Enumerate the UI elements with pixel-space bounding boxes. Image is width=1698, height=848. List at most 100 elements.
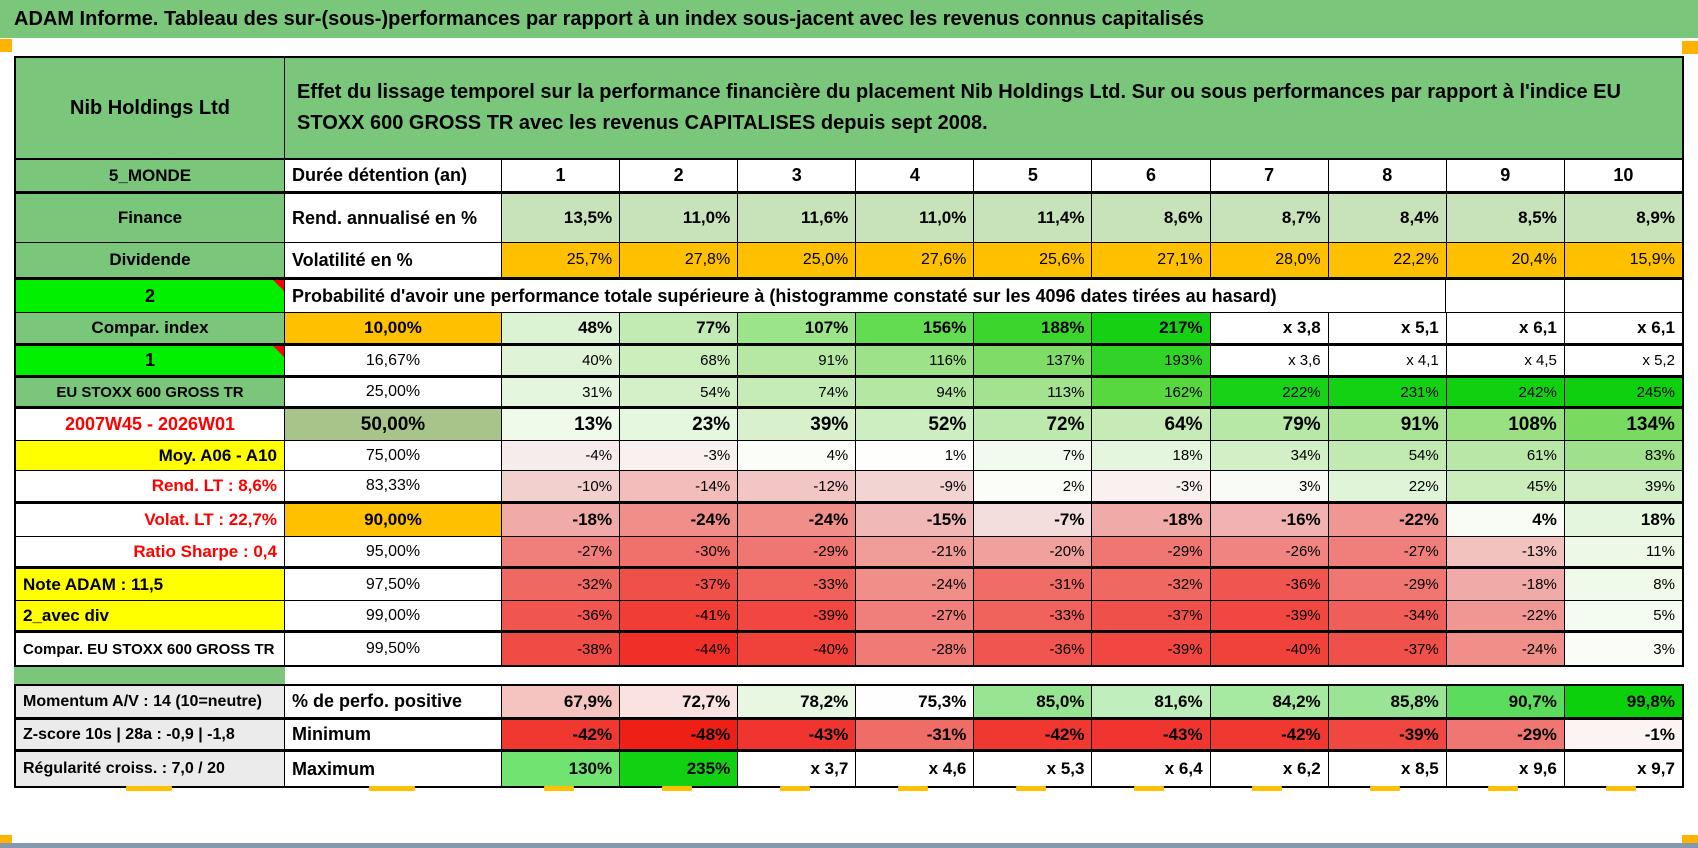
data-cell[interactable]: -22% — [1328, 504, 1447, 537]
data-cell[interactable]: -34% — [1328, 601, 1447, 633]
data-cell[interactable]: 40% — [502, 346, 621, 378]
data-cell[interactable]: 25,7% — [502, 243, 621, 280]
data-cell[interactable]: 72,7% — [620, 686, 739, 720]
data-cell[interactable]: 77% — [620, 313, 739, 346]
data-cell[interactable]: 90,7% — [1446, 686, 1565, 720]
data-cell[interactable]: -33% — [974, 601, 1093, 633]
data-cell[interactable]: -32% — [1092, 569, 1211, 601]
data-cell[interactable]: -37% — [620, 569, 739, 601]
data-cell[interactable]: 45% — [1446, 471, 1565, 504]
data-cell[interactable]: -21% — [856, 537, 975, 569]
data-cell[interactable]: 91% — [1328, 409, 1447, 441]
data-cell[interactable]: 11,4% — [974, 194, 1093, 243]
data-cell[interactable]: 39% — [738, 409, 857, 441]
metric-cell[interactable]: 99,50% — [285, 633, 502, 665]
data-cell[interactable]: 64% — [1092, 409, 1211, 441]
data-cell[interactable]: 242% — [1446, 378, 1565, 409]
data-cell[interactable]: 8,4% — [1328, 194, 1447, 243]
data-cell[interactable]: -20% — [974, 537, 1093, 569]
data-cell[interactable]: -29% — [1446, 720, 1565, 752]
data-cell[interactable]: 4% — [1446, 504, 1565, 537]
data-cell[interactable]: 156% — [856, 313, 975, 346]
metric-cell[interactable]: Maximum — [285, 752, 502, 786]
data-cell[interactable]: -3% — [620, 441, 739, 471]
metric-cell[interactable]: 90,00% — [285, 504, 502, 537]
data-cell[interactable]: -12% — [738, 471, 857, 504]
data-cell[interactable]: 99,8% — [1564, 686, 1682, 720]
data-cell[interactable]: -10% — [502, 471, 621, 504]
metric-cell[interactable]: 16,67% — [285, 346, 502, 378]
data-cell[interactable]: -29% — [1328, 569, 1447, 601]
data-cell[interactable]: 13,5% — [502, 194, 621, 243]
data-cell[interactable]: -40% — [738, 633, 857, 665]
data-cell[interactable]: -36% — [502, 601, 621, 633]
row-label-cell[interactable]: Compar. EU STOXX 600 GROSS TR — [16, 633, 285, 665]
data-cell[interactable]: -1% — [1564, 720, 1682, 752]
empty-cell[interactable] — [1564, 280, 1682, 313]
data-cell[interactable]: -14% — [620, 471, 739, 504]
data-cell[interactable]: -24% — [738, 504, 857, 537]
data-cell[interactable]: -31% — [974, 569, 1093, 601]
data-cell[interactable]: -4% — [502, 441, 621, 471]
data-cell[interactable]: 6 — [1092, 160, 1211, 194]
data-cell[interactable]: -39% — [1328, 720, 1447, 752]
data-cell[interactable]: 222% — [1210, 378, 1329, 409]
data-cell[interactable]: 11,0% — [620, 194, 739, 243]
data-cell[interactable]: 130% — [502, 752, 621, 786]
data-cell[interactable]: 54% — [620, 378, 739, 409]
metric-cell[interactable]: 83,33% — [285, 471, 502, 504]
data-cell[interactable]: x 3,7 — [738, 752, 857, 786]
row-label-cell[interactable]: 1 — [16, 346, 285, 378]
data-cell[interactable]: 8,7% — [1210, 194, 1329, 243]
data-cell[interactable]: 83% — [1564, 441, 1682, 471]
data-cell[interactable]: x 5,3 — [974, 752, 1093, 786]
data-cell[interactable]: 54% — [1328, 441, 1447, 471]
data-cell[interactable]: -22% — [1446, 601, 1565, 633]
data-cell[interactable]: x 6,4 — [1092, 752, 1211, 786]
data-cell[interactable]: 5 — [974, 160, 1093, 194]
metric-cell[interactable]: 75,00% — [285, 441, 502, 471]
data-cell[interactable]: 23% — [620, 409, 739, 441]
data-cell[interactable]: -18% — [1446, 569, 1565, 601]
data-cell[interactable]: 79% — [1210, 409, 1329, 441]
data-cell[interactable]: 84,2% — [1210, 686, 1329, 720]
data-cell[interactable]: -48% — [620, 720, 739, 752]
data-cell[interactable]: -43% — [738, 720, 857, 752]
metric-cell[interactable]: Rend. annualisé en % — [285, 194, 502, 243]
row-label-cell[interactable]: Rend. LT : 8,6% — [16, 471, 285, 504]
data-cell[interactable]: 108% — [1446, 409, 1565, 441]
data-cell[interactable]: -24% — [856, 569, 975, 601]
data-cell[interactable]: -31% — [856, 720, 975, 752]
data-cell[interactable]: 85,8% — [1328, 686, 1447, 720]
data-cell[interactable]: 18% — [1564, 504, 1682, 537]
data-cell[interactable]: x 6,1 — [1446, 313, 1565, 346]
data-cell[interactable]: 235% — [620, 752, 739, 786]
data-cell[interactable]: 11% — [1564, 537, 1682, 569]
data-cell[interactable]: 67,9% — [502, 686, 621, 720]
data-cell[interactable]: -37% — [1328, 633, 1447, 665]
row-label-cell[interactable]: Momentum A/V : 14 (10=neutre) — [16, 686, 285, 720]
data-cell[interactable]: x 5,2 — [1564, 346, 1682, 378]
data-cell[interactable]: x 3,6 — [1210, 346, 1329, 378]
row-label-cell[interactable]: Z-score 10s | 28a : -0,9 | -1,8 — [16, 720, 285, 752]
data-cell[interactable]: 8,5% — [1446, 194, 1565, 243]
metric-cell[interactable]: % de perfo. positive — [285, 686, 502, 720]
data-cell[interactable]: 3% — [1564, 633, 1682, 665]
data-cell[interactable]: 7 — [1210, 160, 1329, 194]
data-cell[interactable]: 25,0% — [738, 243, 857, 280]
data-cell[interactable]: 22% — [1328, 471, 1447, 504]
data-cell[interactable]: -39% — [1210, 601, 1329, 633]
data-cell[interactable]: 245% — [1564, 378, 1682, 409]
data-cell[interactable]: -36% — [1210, 569, 1329, 601]
data-cell[interactable]: -42% — [1210, 720, 1329, 752]
row-label-cell[interactable]: Régularité croiss. : 7,0 / 20 — [16, 752, 285, 786]
data-cell[interactable]: 10 — [1564, 160, 1682, 194]
data-cell[interactable]: 8 — [1328, 160, 1447, 194]
data-cell[interactable]: 8,9% — [1564, 194, 1682, 243]
data-cell[interactable]: x 5,1 — [1328, 313, 1447, 346]
row-label-cell[interactable]: Note ADAM : 11,5 — [16, 569, 285, 601]
data-cell[interactable]: 231% — [1328, 378, 1447, 409]
data-cell[interactable]: 9 — [1446, 160, 1565, 194]
data-cell[interactable]: -32% — [502, 569, 621, 601]
data-cell[interactable]: 217% — [1092, 313, 1211, 346]
